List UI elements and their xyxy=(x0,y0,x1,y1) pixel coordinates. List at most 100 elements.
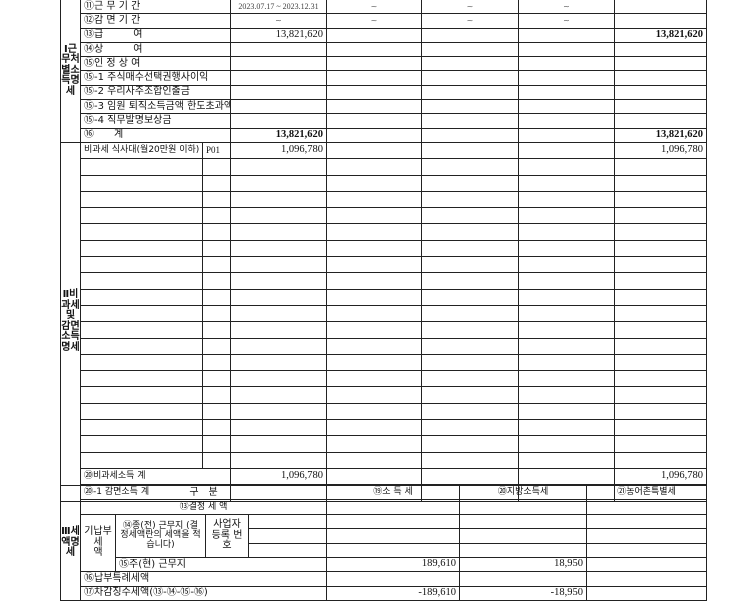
cell[interactable] xyxy=(202,288,231,306)
cell[interactable] xyxy=(80,174,203,192)
section2-blank-row xyxy=(61,223,707,241)
cell[interactable] xyxy=(80,288,203,306)
cell xyxy=(326,321,422,339)
cell[interactable] xyxy=(202,223,231,241)
cell xyxy=(518,337,615,355)
cell xyxy=(518,223,615,241)
cell[interactable] xyxy=(202,386,231,404)
cell[interactable] xyxy=(80,223,203,241)
total-cell xyxy=(614,41,707,58)
cell xyxy=(614,223,707,241)
cell xyxy=(421,321,519,339)
rural-tax-header: ㉑농어촌특별세 xyxy=(586,484,708,501)
cell[interactable] xyxy=(80,451,203,469)
cell xyxy=(421,353,519,372)
cell xyxy=(518,56,615,72)
cell[interactable] xyxy=(202,256,231,274)
total-cell: 1,096,780 xyxy=(614,141,707,160)
cell[interactable] xyxy=(80,304,203,323)
section1-row: ⑮-1 주식매수선택권행사이익 xyxy=(61,70,707,86)
cell[interactable] xyxy=(202,353,231,372)
business-number-field[interactable] xyxy=(247,528,328,544)
cell xyxy=(586,499,708,515)
cell[interactable] xyxy=(80,402,203,421)
cell xyxy=(326,223,422,241)
current-income-tax: 189,610 xyxy=(326,556,461,573)
cell[interactable] xyxy=(202,370,231,388)
cell xyxy=(326,56,422,72)
cell[interactable] xyxy=(202,239,231,258)
income-detail-table: Ⅰ근무처별소득명세 ⑪근 무 기 간 2023.07.17 ~ 2023.12.… xyxy=(60,0,707,502)
cell[interactable] xyxy=(202,435,231,453)
cell xyxy=(421,402,519,421)
cell xyxy=(230,256,327,274)
cell[interactable] xyxy=(80,370,203,388)
cell xyxy=(459,499,588,515)
cell xyxy=(518,190,615,209)
cell[interactable] xyxy=(202,158,231,176)
section2-blank-row xyxy=(61,337,707,355)
cell xyxy=(421,467,519,486)
cell xyxy=(421,141,519,160)
cell xyxy=(421,337,519,355)
cell xyxy=(518,321,615,339)
special-tax-label: ⑯납부특례세액 xyxy=(79,571,328,587)
cell[interactable] xyxy=(202,304,231,323)
cell xyxy=(326,386,422,404)
cell[interactable] xyxy=(80,190,203,209)
section2-blank-row xyxy=(61,174,707,192)
cell[interactable] xyxy=(80,207,203,225)
cell xyxy=(421,239,519,258)
cell xyxy=(614,419,707,437)
cell xyxy=(518,158,615,176)
section2-blank-row xyxy=(61,419,707,437)
cell xyxy=(326,370,422,388)
section2-blank-row xyxy=(61,288,707,306)
cell[interactable] xyxy=(202,402,231,421)
cell[interactable] xyxy=(202,174,231,192)
total-cell: 13,821,620 xyxy=(614,127,707,143)
cell xyxy=(230,99,327,115)
cell xyxy=(459,513,588,530)
cell[interactable] xyxy=(80,435,203,453)
cell xyxy=(518,353,615,372)
cell xyxy=(230,158,327,176)
cell[interactable] xyxy=(80,353,203,372)
cell xyxy=(421,386,519,404)
cell xyxy=(230,321,327,339)
cell[interactable] xyxy=(80,337,203,355)
cell xyxy=(421,451,519,469)
cell xyxy=(230,288,327,306)
cell[interactable] xyxy=(80,158,203,176)
cell[interactable] xyxy=(80,419,203,437)
total-cell xyxy=(614,56,707,72)
section2-blank-row xyxy=(61,402,707,421)
cell[interactable] xyxy=(202,451,231,469)
business-number-field[interactable] xyxy=(247,513,328,530)
cell[interactable] xyxy=(202,337,231,355)
cell xyxy=(614,402,707,421)
cell xyxy=(230,370,327,388)
cell xyxy=(518,207,615,225)
nontax-item-label: 비과세 식사대(월20만원 이하) xyxy=(80,141,203,160)
cell[interactable] xyxy=(202,419,231,437)
row-label: ⑮인 정 상 여 xyxy=(80,56,231,72)
cell[interactable] xyxy=(202,272,231,290)
cell[interactable] xyxy=(80,256,203,274)
current-workplace-label: ⑮주(현) 근무지 xyxy=(114,556,328,573)
cell xyxy=(518,127,615,143)
cell xyxy=(518,113,615,129)
cell[interactable] xyxy=(80,386,203,404)
cell xyxy=(614,174,707,192)
cell[interactable] xyxy=(202,321,231,339)
cell xyxy=(518,256,615,274)
cell: 13,821,620 xyxy=(230,127,327,143)
cell[interactable] xyxy=(202,190,231,209)
cell[interactable] xyxy=(80,321,203,339)
cell[interactable] xyxy=(202,207,231,225)
cell[interactable] xyxy=(80,272,203,290)
cell[interactable] xyxy=(80,239,203,258)
cell xyxy=(421,190,519,209)
cell xyxy=(230,174,327,192)
business-number-field[interactable] xyxy=(247,542,328,558)
